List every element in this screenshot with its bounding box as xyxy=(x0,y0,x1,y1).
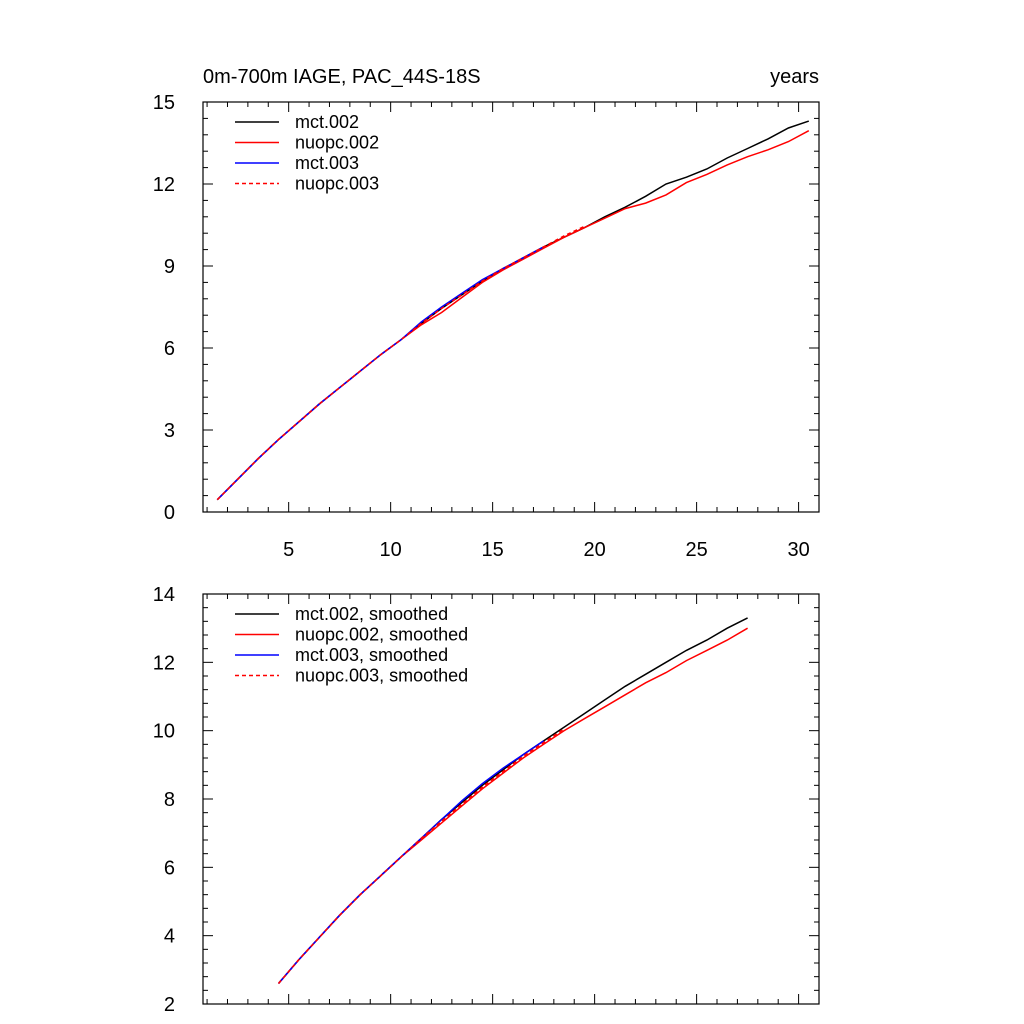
series-line-nuopc-003-smoothed xyxy=(277,728,565,984)
y-tick-label: 6 xyxy=(164,857,175,879)
legend-label: nuopc.003 xyxy=(295,174,379,194)
legend-label: nuopc.002, smoothed xyxy=(295,625,468,645)
y-tick-label: 6 xyxy=(164,338,175,360)
y-tick-label: 3 xyxy=(164,420,175,442)
y-tick-label: 15 xyxy=(153,92,175,114)
x-tick-label: 30 xyxy=(787,539,809,561)
legend-label: mct.002, smoothed xyxy=(295,604,448,624)
y-tick-label: 12 xyxy=(153,652,175,674)
legend-label: mct.002 xyxy=(295,112,359,132)
y-tick-label: 9 xyxy=(164,256,175,278)
y-tick-label: 12 xyxy=(153,174,175,196)
x-tick-label: 20 xyxy=(584,539,606,561)
x-tick-label: 10 xyxy=(380,539,402,561)
chart-title: 0m-700m IAGE, PAC_44S-18S xyxy=(203,66,481,88)
y-tick-label: 0 xyxy=(164,502,175,524)
legend-label: nuopc.002 xyxy=(295,133,379,153)
y-tick-label: 8 xyxy=(164,789,175,811)
legend-label: nuopc.003, smoothed xyxy=(295,666,468,686)
y-tick-label: 4 xyxy=(164,926,175,948)
y-tick-label: 2 xyxy=(164,994,175,1016)
legend-label: mct.003 xyxy=(295,153,359,173)
series-line-mct-003 xyxy=(216,246,544,501)
y-tick-label: 14 xyxy=(153,584,175,606)
legend-label: mct.003, smoothed xyxy=(295,645,448,665)
x-tick-label: 25 xyxy=(685,539,707,561)
x-tick-label: 15 xyxy=(482,539,504,561)
series-line-nuopc-003 xyxy=(216,225,585,501)
series-line-mct-003-smoothed xyxy=(277,740,545,984)
y-tick-label: 10 xyxy=(153,721,175,743)
plot-frame xyxy=(202,101,820,513)
x-tick-label: 5 xyxy=(283,539,294,561)
chart-top: 0m-700m IAGE, PAC_44S-18S years 5 10 15 20 2… xyxy=(153,66,820,561)
chart-title-right: years xyxy=(770,66,819,88)
